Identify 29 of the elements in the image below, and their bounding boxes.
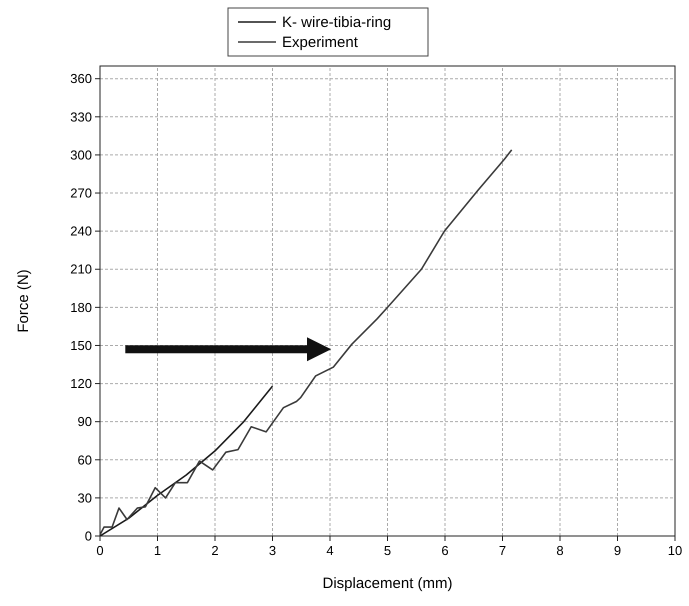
x-tick-label: 6 — [441, 543, 449, 558]
y-tick-label: 30 — [78, 490, 92, 506]
y-tick-label: 180 — [70, 300, 92, 315]
x-tick-label: 7 — [498, 543, 506, 558]
y-tick-label: 120 — [70, 376, 92, 392]
y-tick-label: 330 — [70, 109, 92, 124]
y-tick-label: 210 — [70, 262, 92, 277]
x-tick-label: 8 — [556, 543, 564, 558]
x-tick-label: 1 — [154, 543, 162, 558]
x-axis-title: Displacement (mm) — [322, 575, 453, 592]
y-tick-label: 300 — [70, 147, 92, 162]
y-tick-label: 90 — [78, 414, 92, 430]
y-tick-label: 0 — [84, 528, 92, 544]
x-tick-label: 9 — [614, 543, 622, 558]
x-tick-label: 3 — [268, 543, 276, 558]
line-series — [99, 149, 512, 536]
y-tick-label: 150 — [70, 338, 92, 353]
y-tick-label: 60 — [78, 452, 92, 468]
y-tick-label: 240 — [70, 224, 92, 239]
x-tick-label: 4 — [326, 543, 334, 558]
legend-label: K- wire-tibia-ring — [282, 14, 392, 31]
x-tick-label: 10 — [668, 543, 682, 558]
x-tick-label: 5 — [384, 543, 392, 558]
y-tick-label: 270 — [70, 186, 92, 201]
y-axis-title: Force (N) — [15, 269, 32, 333]
legend-label: Experiment — [282, 34, 359, 51]
y-tick-label: 360 — [70, 71, 92, 86]
x-tick-label: 2 — [211, 543, 219, 558]
x-tick-label: 0 — [96, 543, 104, 558]
